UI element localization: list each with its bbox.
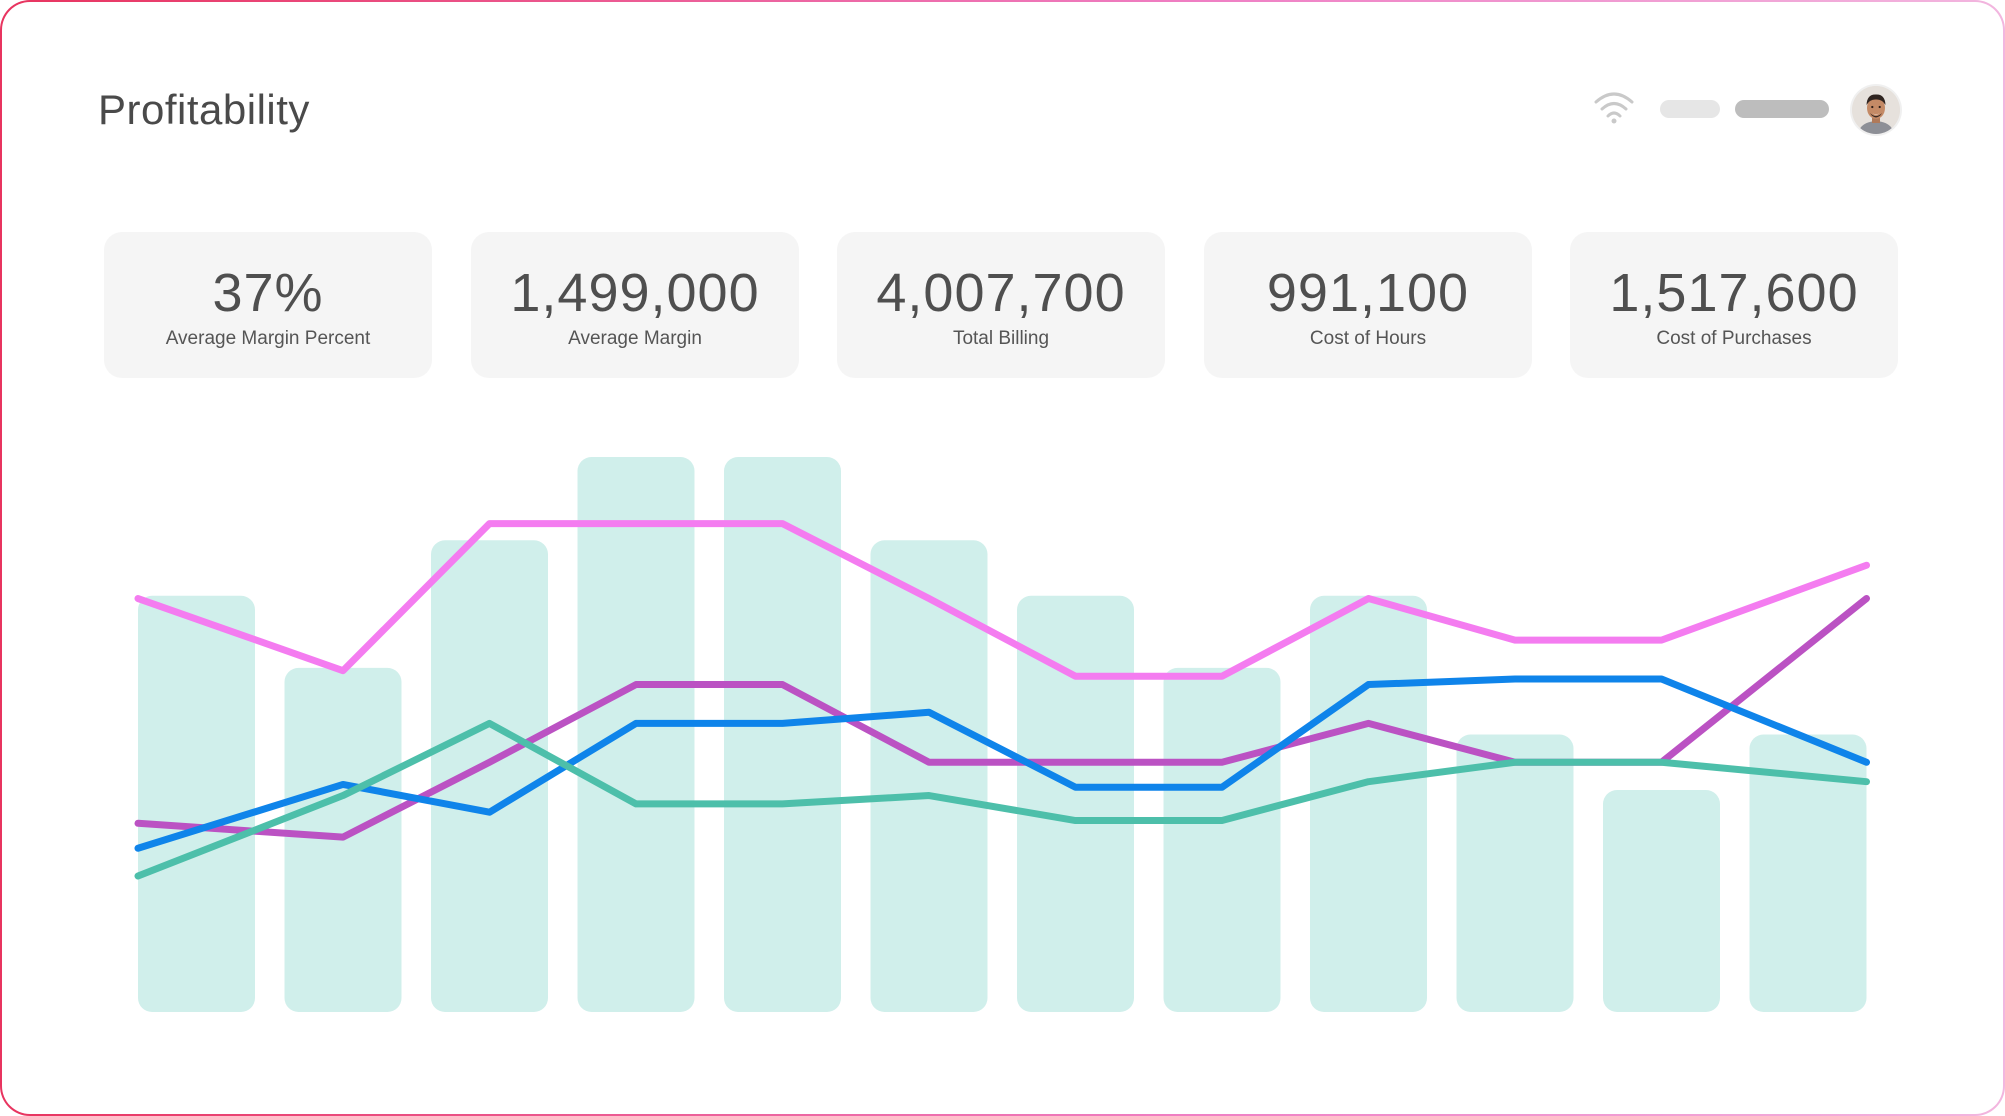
chart-bar-9 [1310,595,1427,1012]
kpi-label: Cost of Purchases [1656,328,1812,349]
wifi-icon [1592,90,1636,126]
kpi-card-average-margin: 1,499,000 Average Margin [471,232,799,378]
chart-bar-8 [1163,667,1281,1012]
chart-bar-11 [1603,790,1720,1012]
kpi-label: Total Billing [952,328,1050,349]
kpi-card-cost-of-purchases: 1,517,600 Cost of Purchases [1570,232,1898,378]
kpi-label: Average Margin [568,328,702,349]
kpi-card-average-margin-percent: 37% Average Margin Percent [104,232,432,378]
chart-line-pink [134,520,1870,680]
kpi-value: 4,007,700 [876,263,1126,323]
chart-line-teal [134,719,1870,880]
status-pill-dark [1735,100,1829,118]
kpi-value: 1,517,600 [1609,263,1859,323]
kpi-value: 991,100 [1266,263,1470,323]
chart-bar-4 [577,457,695,1012]
page-title: Profitability [98,86,310,133]
kpi-card-total-billing: 4,007,700 Total Billing [837,232,1165,378]
chart-bar-1 [138,595,255,1012]
chart-bar-5 [724,457,841,1012]
chart-bar-7 [1017,595,1134,1012]
kpi-label: Cost of Hours [1309,328,1427,349]
chart-bar-12 [1749,734,1867,1012]
kpi-card-cost-of-hours: 991,100 Cost of Hours [1204,232,1532,378]
chart-bar-3 [431,540,548,1012]
chart-line-blue [134,675,1870,852]
chart-bar-6 [870,540,988,1012]
status-pill-light [1660,100,1720,118]
kpi-value: 37% [212,263,324,323]
kpi-value: 1,499,000 [510,263,760,323]
chart-bar-10 [1456,734,1574,1012]
kpi-label: Average Margin Percent [165,328,371,349]
avatar[interactable] [1852,86,1900,134]
